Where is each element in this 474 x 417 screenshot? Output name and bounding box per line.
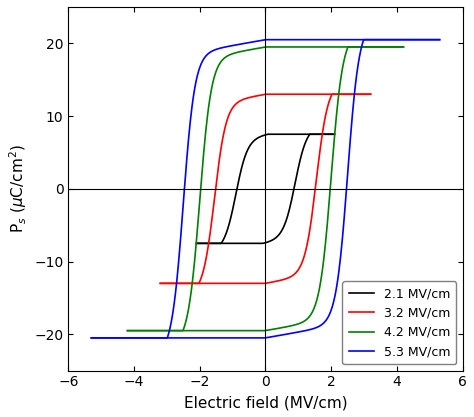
2.1 MV/cm: [265, 132, 271, 137]
2.1 MV/cm: [299, 132, 304, 137]
4.2 MV/cm: [301, 45, 307, 50]
3.2 MV/cm: [317, 92, 323, 97]
5.3 MV/cm: [110, 335, 116, 340]
5.3 MV/cm: [301, 37, 306, 42]
5.3 MV/cm: [89, 335, 94, 340]
Line: 2.1 MV/cm: 2.1 MV/cm: [196, 134, 335, 244]
4.2 MV/cm: [125, 328, 130, 333]
Line: 4.2 MV/cm: 4.2 MV/cm: [128, 47, 403, 331]
2.1 MV/cm: [202, 241, 208, 246]
Line: 5.3 MV/cm: 5.3 MV/cm: [91, 40, 439, 338]
5.3 MV/cm: [311, 37, 317, 42]
4.2 MV/cm: [292, 45, 298, 50]
5.3 MV/cm: [291, 37, 297, 42]
2.1 MV/cm: [278, 132, 283, 137]
2.1 MV/cm: [193, 241, 199, 246]
4.2 MV/cm: [401, 45, 406, 50]
4.2 MV/cm: [263, 45, 268, 50]
2.1 MV/cm: [332, 132, 337, 137]
3.2 MV/cm: [280, 92, 285, 97]
5.3 MV/cm: [263, 37, 269, 42]
Legend: 2.1 MV/cm, 3.2 MV/cm, 4.2 MV/cm, 5.3 MV/cm: 2.1 MV/cm, 3.2 MV/cm, 4.2 MV/cm, 5.3 MV/…: [342, 281, 456, 364]
5.3 MV/cm: [389, 37, 394, 42]
4.2 MV/cm: [363, 45, 368, 50]
4.2 MV/cm: [142, 328, 147, 333]
Y-axis label: P$_s$ ($\mu$C/cm$^2$): P$_s$ ($\mu$C/cm$^2$): [7, 144, 28, 233]
3.2 MV/cm: [368, 92, 374, 97]
3.2 MV/cm: [170, 281, 176, 286]
3.2 MV/cm: [263, 92, 269, 97]
Line: 3.2 MV/cm: 3.2 MV/cm: [160, 94, 371, 284]
4.2 MV/cm: [334, 45, 340, 50]
3.2 MV/cm: [292, 92, 297, 97]
3.2 MV/cm: [157, 281, 163, 286]
2.1 MV/cm: [274, 132, 280, 137]
5.3 MV/cm: [437, 37, 442, 42]
5.3 MV/cm: [353, 37, 359, 42]
2.1 MV/cm: [313, 132, 319, 137]
3.2 MV/cm: [339, 92, 345, 97]
4.2 MV/cm: [285, 45, 291, 50]
X-axis label: Electric field (MV/cm): Electric field (MV/cm): [183, 395, 347, 410]
2.1 MV/cm: [282, 132, 287, 137]
3.2 MV/cm: [285, 92, 291, 97]
